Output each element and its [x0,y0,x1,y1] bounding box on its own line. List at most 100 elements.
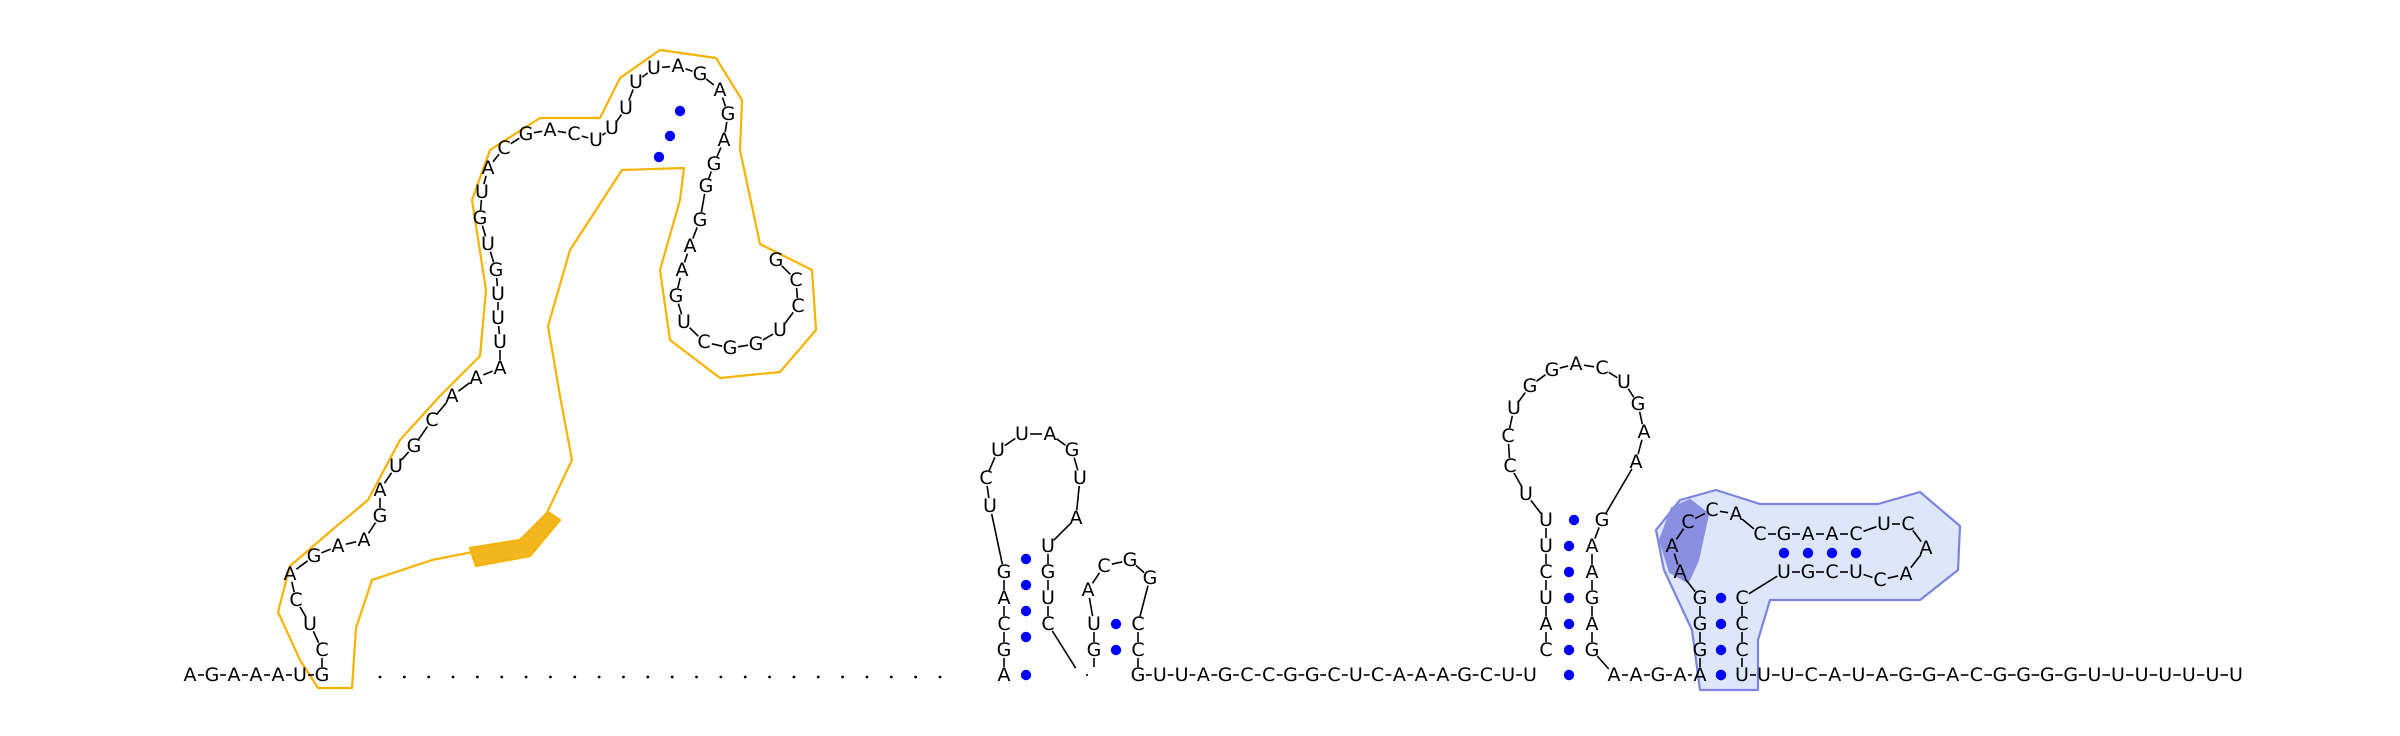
nucleotide-three-prime-15: U [2087,664,2101,686]
nucleotide-left-stem-3: C [289,589,302,611]
pseudoknot-bond [1910,553,1922,569]
nucleotide-three-prime-10: C [1970,664,1983,686]
left-side-bond [677,277,681,289]
left-domain-bond [492,153,500,163]
unpaired-gap-dot [378,675,382,679]
nucleotide-left-loop-b-2: G [519,123,534,145]
left-domain-bond [510,137,520,145]
left-domain-bond [628,89,634,101]
mid-left-bond [1053,523,1071,541]
right-hairpin-base-pair [1568,514,1580,526]
nucleotide-left-side-hairpin-4: G [669,285,684,307]
nucleotide-left-hairpin-stem-3p-3: G [699,175,714,197]
nucleotide-pk-stem-5p-4: G [1693,587,1708,609]
nucleotide-left-hairpin-loop-1: U [647,57,661,79]
mid-left-bond [990,513,1004,565]
nucleotide-mid-right-stem-3p-2: C [1131,639,1144,661]
left-domain-bond [581,135,589,139]
left-domain-highlight [468,510,562,568]
nucleotide-right-loop-2: C [1503,455,1516,477]
nucleotide-pk-loop-11: U [1877,513,1891,535]
left-domain-bond [533,130,543,134]
nucleotide-mid-left-loop-3: U [991,439,1005,461]
pseudoknot-inner-base-pair [1826,547,1838,559]
left-side-bond [677,303,683,315]
mid-right-bond [1111,561,1123,565]
mid-right-bond [1139,585,1149,617]
left-domain-bond [383,472,393,484]
nucleotide-right-stem-5p-5: U [1539,535,1553,557]
left-domain-bond [436,401,448,415]
nucleotide-right-loop-5: G [1523,375,1538,397]
nucleotide-left-loop-b-3: A [544,119,557,141]
nucleotide-three-prime-18: U [2158,664,2172,686]
nucleotide-left-side-hairpin-2: A [684,235,697,257]
nucleotide-mid-left-stem-3p-4: U [1041,587,1055,609]
pseudoknot-bond [1719,510,1729,514]
nucleotide-mid-right-stem-5p-1: G [1087,639,1102,661]
nucleotide-right-loop-3: C [1501,425,1514,447]
left-side-bond [795,287,799,299]
nucleotide-left-loop-a-2: U [389,455,403,477]
nucleotide-left-stem-1: C [315,639,328,661]
pseudoknot-bond [1675,528,1685,540]
left-side-bond [711,343,723,347]
right-hairpin-bond [1627,388,1635,398]
pseudoknot-bond [1694,512,1706,520]
nucleotide-five-prime-6: U [293,664,307,686]
left-domain-bond [400,451,410,461]
mid-left-bond [1073,457,1079,471]
nucleotide-three-prime-13: G [2040,664,2055,686]
pseudoknot-bond [1748,575,1778,595]
nucleotide-left-side-hairpin-5: U [677,311,691,333]
nucleotide-mid-right-loop-3: G [1123,549,1138,571]
nucleotide-three-prime-20: U [2205,664,2219,686]
nucleotide-linker-5: G [1218,664,1233,686]
left-side-bond [692,227,698,239]
pseudoknot-bond [1741,518,1755,530]
nucleotide-right-stem-5p-2: A [1540,613,1553,635]
nucleotide-left-hairpin-loop-3: G [693,63,708,85]
left-domain-bond [601,132,607,136]
right-hairpin-bond [1605,468,1633,514]
nucleotide-left-loop-b-1: C [497,137,510,159]
nucleotide-three-prime-11: G [1993,664,2008,686]
nucleotide-left-loop-b-4: C [567,123,580,145]
pseudoknot-stem-base-pair [1715,592,1727,604]
nucleotide-pk-loop-10: C [1849,523,1862,545]
left-domain-bond [721,97,727,107]
nucleotide-mid-left-loop-4: U [1015,423,1029,445]
right-hairpin-bond [1608,371,1618,379]
mid-left-bond [986,485,990,499]
nucleotide-mid-left-stem-5p-3: C [997,613,1010,635]
nucleotide-pk-stem-5p-1: A [1694,664,1707,686]
mid-left-bond [1004,437,1016,447]
nucleotide-left-loop-b-5: U [589,129,603,151]
pseudoknot-bond [1887,575,1899,579]
nucleotide-right-loop-8: C [1595,357,1608,379]
right-hairpin-bond [1559,365,1569,369]
nucleotide-mid-left-stem-3p-3: G [1041,561,1056,583]
right-hairpin-bond [1594,527,1600,539]
nucleotide-left-hairpin-loop-2: A [672,55,685,77]
nucleotide-left-stem-8: G [373,505,388,527]
left-domain-bond [321,548,331,554]
nucleotide-linker-8: G [1283,664,1298,686]
nucleotide-right-stem-3p-1: G [1595,509,1610,531]
right-hairpin-bond [1513,472,1523,488]
pseudoknot-bond [1863,525,1877,533]
nucleotide-mid-left-stem-5p-4: A [998,587,1011,609]
nucleotide-pk-loop-2: A [1666,535,1679,557]
left-domain-bond [345,541,357,545]
left-domain-bond [483,370,493,376]
right-hairpin-bond [1530,499,1542,515]
nucleotide-three-prime-3: C [1805,664,1818,686]
highlight-layer [276,48,1962,692]
nucleotide-pk-stem-3p-1: C [1735,587,1748,609]
nucleotide-left-loop-a-4: C [425,409,438,431]
nucleotide-pk-loop-17: C [1825,561,1838,583]
left-domain-bond [295,560,309,570]
left-domain-bond [299,606,307,618]
nucleotide-right-stem-3p-5: A [1586,613,1599,635]
